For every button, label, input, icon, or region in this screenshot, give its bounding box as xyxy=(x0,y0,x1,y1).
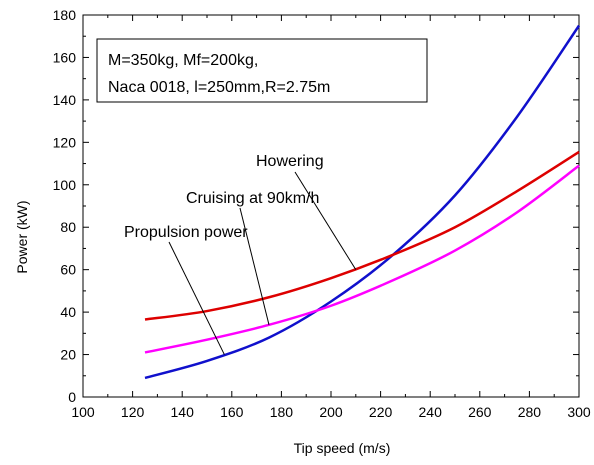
annotation-leader-1 xyxy=(239,207,270,325)
info-box: M=350kg, Mf=200kg, Naca 0018, l=250mm,R=… xyxy=(96,38,428,103)
x-tick-label: 100 xyxy=(71,404,95,420)
info-box-line-2: Naca 0018, l=250mm,R=2.75m xyxy=(108,79,330,96)
annotation-howering: Howering xyxy=(256,153,324,170)
x-tick-label: 140 xyxy=(171,404,195,420)
annotation-cruising: Cruising at 90km/h xyxy=(186,190,319,207)
series-line-1 xyxy=(144,150,580,321)
y-axis-title: Power (kW) xyxy=(14,200,30,273)
x-tick-label: 120 xyxy=(121,404,145,420)
annotations: Howering Cruising at 90km/h Propulsion p… xyxy=(124,153,357,355)
y-tick-label: 160 xyxy=(53,49,77,65)
y-tick-label: 120 xyxy=(53,134,77,150)
annotation-leader-0 xyxy=(294,171,357,270)
y-tick-label: 140 xyxy=(53,92,77,108)
x-tick-label: 300 xyxy=(567,404,591,420)
y-tick-label: 0 xyxy=(68,389,76,405)
x-tick-label: 200 xyxy=(319,404,343,420)
series-line-0 xyxy=(144,24,581,380)
y-tick-label: 40 xyxy=(60,304,76,320)
y-tick-label: 60 xyxy=(60,262,76,278)
x-tick-label: 260 xyxy=(468,404,492,420)
x-tick-label: 280 xyxy=(518,404,542,420)
x-tick-label: 240 xyxy=(419,404,443,420)
series-lines xyxy=(144,24,581,380)
x-axis-title: Tip speed (m/s) xyxy=(294,440,391,456)
info-box-line-1: M=350kg, Mf=200kg, xyxy=(108,52,258,69)
y-tick-label: 100 xyxy=(53,177,77,193)
x-tick-label: 180 xyxy=(270,404,294,420)
axis-ticks xyxy=(82,14,580,398)
annotation-leader-2 xyxy=(168,241,225,355)
info-box-frame xyxy=(96,38,428,103)
y-tick-label: 20 xyxy=(60,347,76,363)
axis-tick-labels: 100 120 140 160 180 200 220 240 260 280 300 0 20 40 60… xyxy=(53,7,591,420)
y-tick-label: 80 xyxy=(60,219,76,235)
y-tick-label: 180 xyxy=(53,7,77,23)
annotation-propulsion: Propulsion power xyxy=(124,224,248,241)
x-tick-label: 160 xyxy=(220,404,244,420)
x-tick-label: 220 xyxy=(369,404,393,420)
series-line-2 xyxy=(144,164,580,354)
